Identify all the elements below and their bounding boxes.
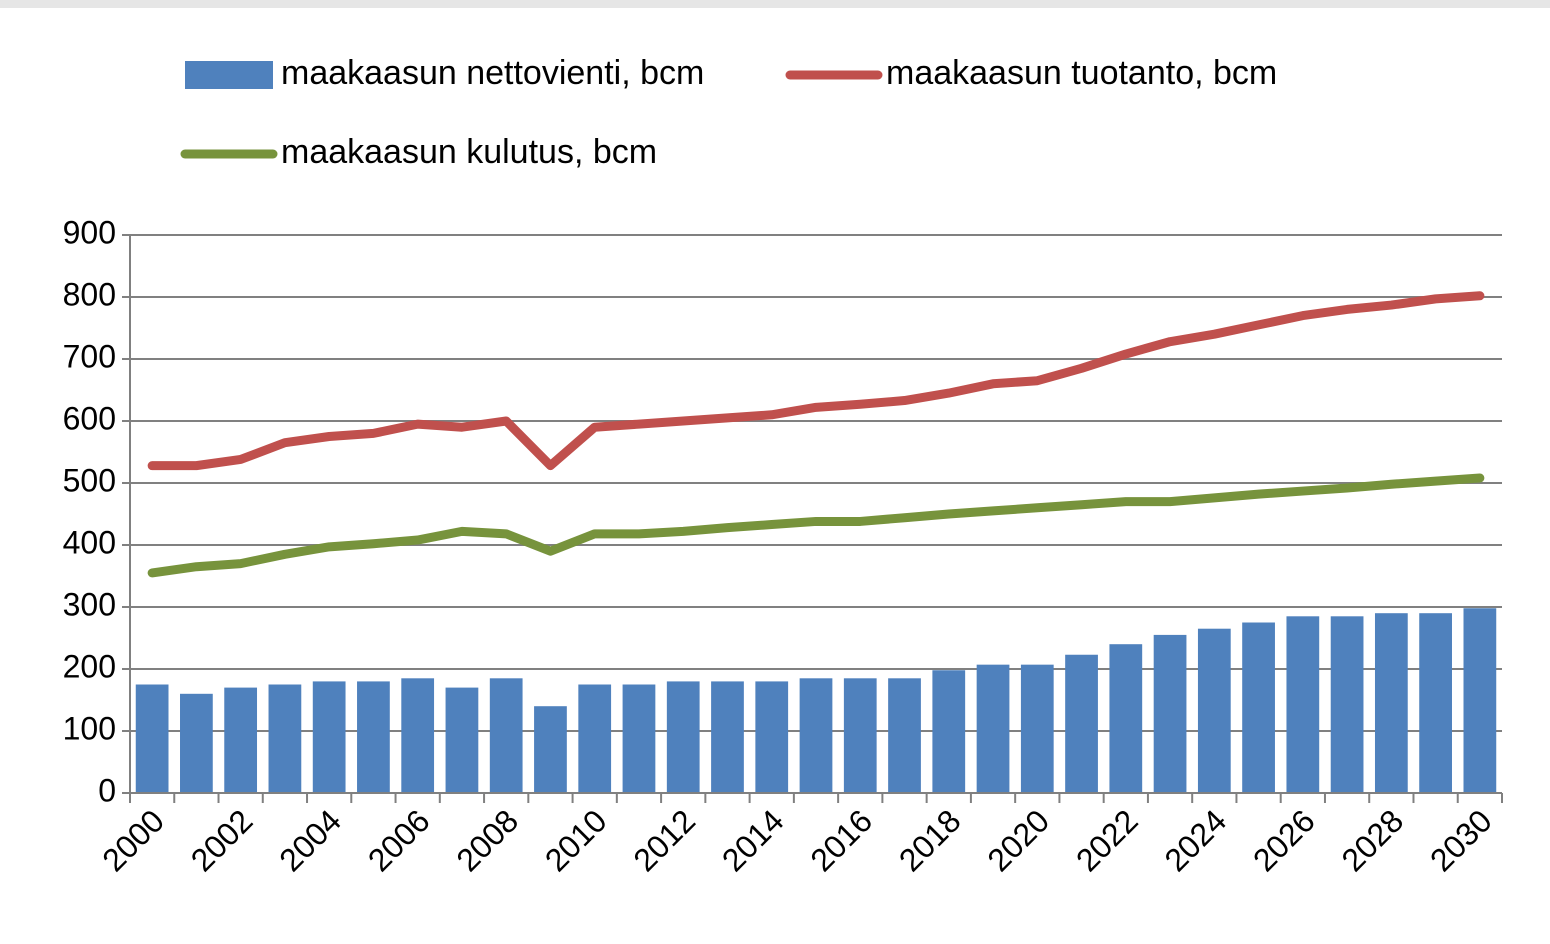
line-series [147, 473, 1485, 578]
bar [1065, 654, 1098, 793]
bar [180, 693, 213, 793]
bar [755, 681, 789, 793]
x-tick-label: 2024 [1157, 802, 1233, 878]
y-tick-label: 200 [63, 648, 116, 684]
bar [401, 678, 435, 793]
bar [622, 684, 656, 793]
x-tick-label: 2020 [980, 802, 1056, 878]
bar [843, 678, 877, 793]
y-tick-label: 100 [63, 710, 116, 746]
y-tick-label: 300 [63, 586, 116, 622]
y-tick-label: 400 [63, 524, 116, 560]
bar [312, 681, 346, 793]
bar [1197, 628, 1231, 793]
legend-swatch [185, 61, 273, 89]
y-tick-label: 800 [63, 276, 116, 312]
top-strip [0, 0, 1550, 8]
bar [1153, 634, 1187, 793]
x-tick-label: 2028 [1334, 802, 1410, 878]
bar [888, 678, 921, 793]
x-tick-label: 2002 [184, 802, 260, 878]
bar [1242, 622, 1275, 793]
bar [711, 681, 744, 793]
bar [357, 681, 390, 793]
x-tick-label: 2018 [892, 802, 968, 878]
bar [666, 681, 700, 793]
y-tick-label: 0 [98, 772, 116, 808]
bar [1374, 613, 1408, 793]
y-tick-label: 700 [63, 338, 116, 374]
y-tick-label: 900 [63, 214, 116, 250]
x-tick-label: 2026 [1246, 802, 1322, 878]
bar [1330, 616, 1364, 793]
bar [489, 678, 523, 793]
legend-label: maakaasun tuotanto, bcm [886, 54, 1277, 92]
bar [268, 684, 302, 793]
y-tick-label: 500 [63, 462, 116, 498]
bar [578, 684, 612, 793]
x-tick-label: 2006 [361, 802, 437, 878]
bar [445, 687, 479, 793]
bar [1419, 613, 1452, 793]
legend-label: maakaasun nettovienti, bcm [281, 54, 704, 92]
x-tick-label: 2010 [538, 802, 614, 878]
bar [976, 664, 1010, 793]
x-tick-label: 2008 [449, 802, 525, 878]
bar [135, 684, 169, 793]
x-tick-label: 2016 [803, 802, 879, 878]
bar [534, 706, 567, 793]
x-tick-label: 2022 [1069, 802, 1145, 878]
bar [224, 687, 258, 793]
bar [932, 670, 966, 793]
x-tick-label: 2000 [95, 802, 171, 878]
x-tick-label: 2014 [715, 802, 791, 878]
y-tick-label: 600 [63, 400, 116, 436]
line-series [147, 291, 1485, 471]
bar [1286, 616, 1320, 793]
legend-label: maakaasun kulutus, bcm [281, 133, 657, 171]
bar [799, 678, 833, 793]
bar [1109, 644, 1143, 793]
x-tick-label: 2012 [626, 802, 702, 878]
x-tick-label: 2030 [1423, 802, 1499, 878]
bar [1020, 664, 1054, 793]
x-tick-label: 2004 [272, 802, 348, 878]
bar [1463, 608, 1497, 793]
